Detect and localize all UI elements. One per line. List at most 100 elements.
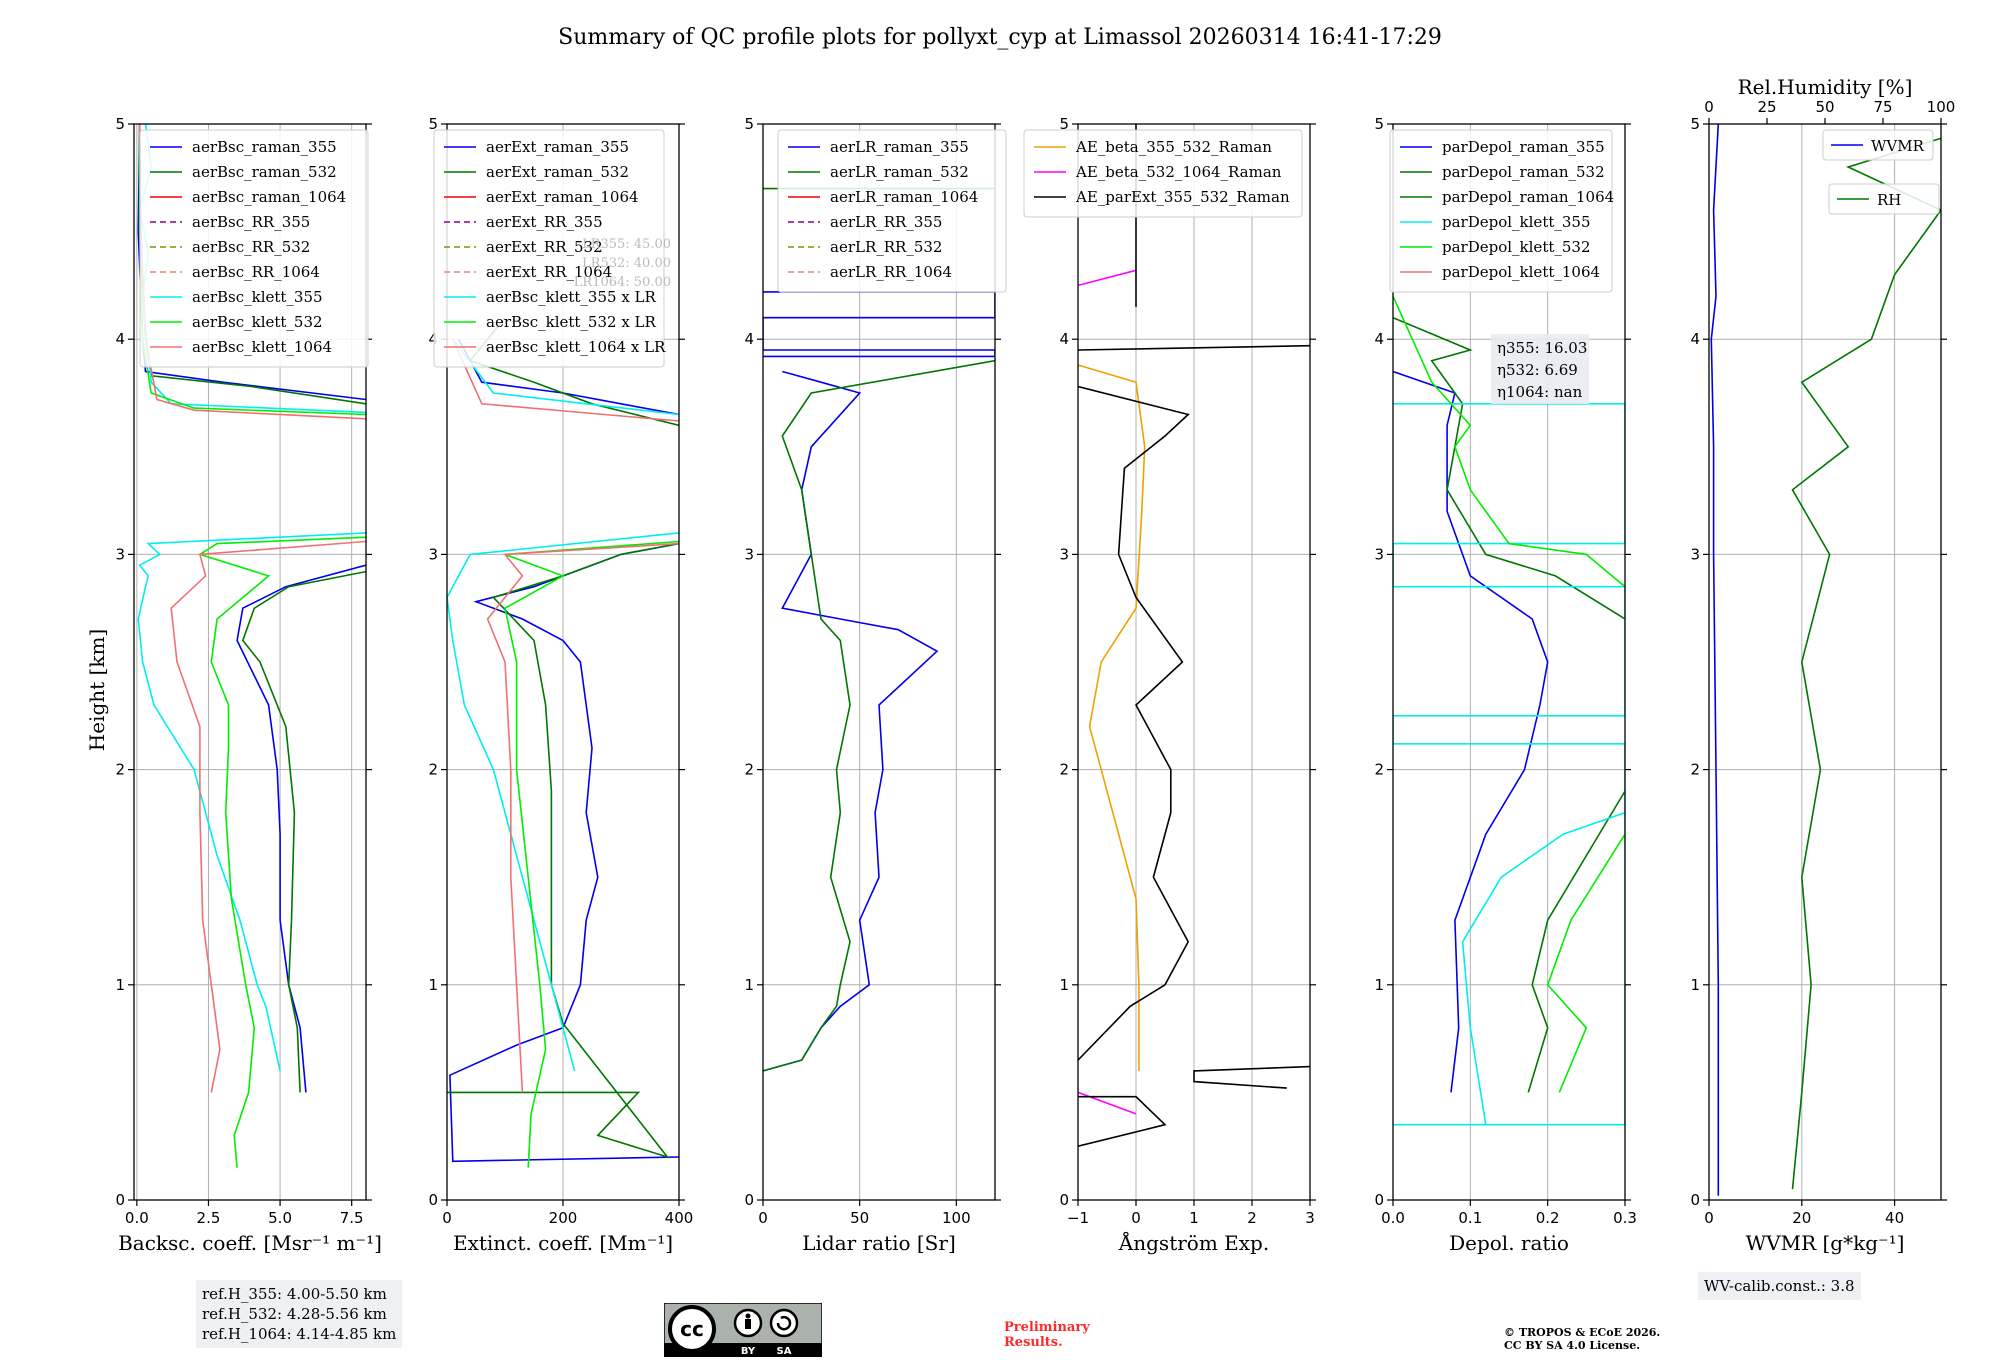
legend-label: parDepol_raman_1064: [1442, 188, 1614, 206]
x-axis-label: WVMR [g*kg⁻¹]: [1746, 1231, 1905, 1255]
y-tick-label: 0: [1374, 1191, 1384, 1209]
x-tick-label: 0.2: [1536, 1209, 1560, 1227]
series-parDepol_raman_532: [1527, 790, 1625, 1093]
y-tick-label: 2: [744, 761, 754, 779]
panel-ext: 0 200 400 0 1 2 3 4 5 Extinct. coeff. [Mm⁻¹] aerEx…: [428, 115, 693, 1255]
x-tick-label: 3: [1305, 1209, 1315, 1227]
series-RH: [1791, 137, 1941, 1190]
y-tick-label: 3: [1374, 545, 1384, 563]
y-tick-label: 2: [428, 761, 438, 779]
preliminary-notice: Preliminary Results.: [1004, 1320, 1090, 1350]
ref-height-1064: ref.H_1064: 4.14-4.85 km: [202, 1325, 397, 1343]
legend-label: aerBsc_RR_532: [192, 238, 310, 256]
series-aerBsc_klett_1064: [170, 540, 366, 1093]
axes-frame: [133, 123, 367, 1201]
lr-annotation: LR532: 40.00: [582, 256, 671, 271]
legend-box: WVMR: [1822, 129, 1934, 161]
y-tick-label: 5: [744, 115, 754, 133]
legend-label: aerBsc_klett_1064: [192, 338, 332, 356]
x-tick-label: 100: [942, 1209, 971, 1227]
legend-label: aerExt_raman_532: [486, 163, 629, 181]
y-tick-label: 0: [1690, 1191, 1700, 1209]
legend-label: AE_beta_355_532_Raman: [1075, 138, 1272, 156]
x-tick-label: 0: [1131, 1209, 1141, 1227]
y-tick-label: 2: [1690, 761, 1700, 779]
y-tick-label: 3: [1690, 545, 1700, 563]
y-tick-label: 2: [115, 761, 125, 779]
series-parDepol_klett_532_upper: [1393, 295, 1625, 588]
legend-box: aerBsc_raman_355 aerBsc_raman_532 aerBsc_r…: [139, 129, 369, 368]
legend-label: parDepol_raman_532: [1442, 163, 1605, 181]
panel-bsc: 0.0 2.5 5.0 7.5 0 1 2 3 4 5 Backsc. coeff. [Msr⁻¹ …: [115, 115, 381, 1255]
series-parDepol_raman_355: [1393, 370, 1549, 1093]
legend-label: AE_parExt_355_532_Raman: [1075, 188, 1290, 206]
series-AE_beta_532_1064_Raman_upper: [1078, 269, 1137, 287]
x-tick-label: 7.5: [340, 1209, 364, 1227]
legend-label: aerExt_RR_355: [486, 213, 603, 231]
legend-label: aerExt_RR_1064: [486, 263, 612, 281]
x-tick-label: 20: [1792, 1209, 1811, 1227]
y-tick-label: 1: [115, 976, 125, 994]
wv-calibration-text: WV-calib.const.: 3.8: [1704, 1277, 1855, 1295]
series-aerLR_hlines_blue: [763, 291, 995, 358]
legend-label: aerBsc_klett_355 x LR: [486, 288, 657, 306]
copyright-line-2: CC BY SA 4.0 License.: [1504, 1339, 1641, 1352]
y-tick-label: 4: [115, 330, 125, 348]
series-AE_parExt_355_532_Raman_2: [1193, 1065, 1310, 1089]
legend-label: WVMR: [1871, 137, 1925, 155]
person-icon: [733, 1308, 763, 1338]
y-tick-label: 2: [1059, 761, 1069, 779]
lr-annotation: LR1064: 50.00: [574, 275, 671, 290]
cc-license-badge: cc BY SA: [664, 1303, 822, 1357]
legend-label: aerExt_RR_532: [486, 238, 603, 256]
reference-heights-box: ref.H_355: 4.00-5.50 km ref.H_532: 4.28-…: [196, 1280, 403, 1348]
series-AE_beta_532_1064_Raman: [1078, 1091, 1137, 1115]
panels-group: 0.0 2.5 5.0 7.5 0 1 2 3 4 5 Backsc. coeff. [Msr⁻¹ …: [115, 75, 1956, 1255]
y-tick-label: 3: [428, 545, 438, 563]
y-tick-label: 0: [115, 1191, 125, 1209]
y-tick-label: 5: [1374, 115, 1384, 133]
wv-calibration-box: WV-calib.const.: 3.8: [1698, 1272, 1861, 1300]
series-aerBsc_klett_532: [198, 536, 366, 1168]
legend-label: aerBsc_RR_1064: [192, 263, 320, 281]
y-tick-label: 3: [115, 545, 125, 563]
x-axis-label: Depol. ratio: [1449, 1231, 1569, 1255]
top-tick-label: 100: [1927, 98, 1956, 116]
share-alike-icon: [769, 1308, 799, 1338]
series-AE_parExt_355_532_Raman_3: [1078, 385, 1190, 1061]
axes-frame: [1708, 123, 1942, 1201]
series-AE_beta_355_532_Raman: [1078, 364, 1146, 1071]
x-axis-label: Backsc. coeff. [Msr⁻¹ m⁻¹]: [118, 1231, 382, 1255]
y-tick-label: 5: [428, 115, 438, 133]
y-tick-label: 4: [1374, 330, 1384, 348]
legend-label: AE_beta_532_1064_Raman: [1075, 163, 1282, 181]
y-tick-label: 0: [1059, 1191, 1069, 1209]
legend-label: aerBsc_klett_532: [192, 313, 323, 331]
y-tick-label: 4: [1690, 330, 1700, 348]
copyright-line-1: © TROPOS & ECoE 2026.: [1504, 1326, 1661, 1339]
y-tick-label: 5: [1690, 115, 1700, 133]
top-axis-label: Rel.Humidity [%]: [1738, 75, 1913, 99]
legend-label: aerBsc_klett_1064 x LR: [486, 338, 666, 356]
legend-label: aerBsc_raman_1064: [192, 188, 346, 206]
chart-title: Summary of QC profile plots for pollyxt_…: [558, 25, 1442, 50]
y-tick-label: 5: [1059, 115, 1069, 133]
panel-depol: 0.0 0.1 0.2 0.3 0 1 2 3 4 5 Depol. ratio parDepol_r…: [1374, 115, 1636, 1255]
x-axis-label: Lidar ratio [Sr]: [802, 1231, 956, 1255]
lr-annotation: LR355: 45.00: [582, 237, 671, 252]
series-parDepol_klett_355_hlines: [1393, 403, 1625, 1126]
legend-label: aerLR_raman_355: [830, 138, 969, 156]
eta-annotation: η355: 16.03: [1497, 339, 1587, 357]
legend-label: aerBsc_RR_355: [192, 213, 310, 231]
y-tick-label: 0: [744, 1191, 754, 1209]
y-tick-label: 1: [1690, 976, 1700, 994]
x-tick-label: −1: [1067, 1209, 1089, 1227]
eta-annotation: η532: 6.69: [1497, 361, 1578, 379]
series-aerBsc_klett_355 x LR: [447, 532, 679, 1072]
legend-box: aerExt_raman_355 aerExt_raman_532 aerExt_r…: [433, 129, 666, 368]
axes-frame: [1392, 123, 1626, 1201]
x-tick-label: 50: [850, 1209, 869, 1227]
legend-label: aerLR_RR_1064: [830, 263, 952, 281]
